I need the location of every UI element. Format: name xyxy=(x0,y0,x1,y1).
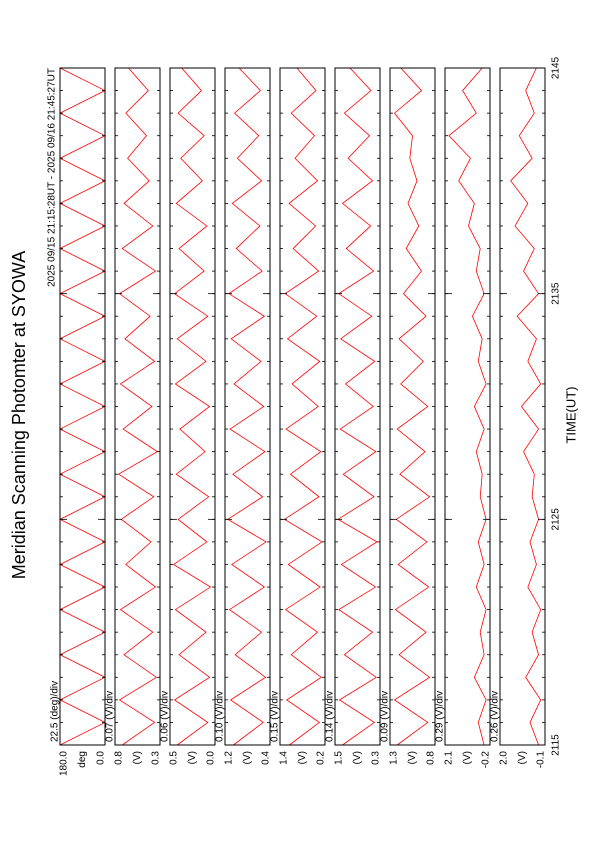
y-tick-label: 2.1 xyxy=(444,751,455,765)
unit-label: (V) xyxy=(462,751,473,764)
rotated-chart: Meridian Scanning Photomter at SYOWA 202… xyxy=(9,56,579,776)
y-tick-label: 0.8 xyxy=(426,751,437,765)
unit-label: (V) xyxy=(517,751,528,764)
y-tick-label: 0.0 xyxy=(206,751,217,765)
unit-label: (V) xyxy=(242,751,253,764)
y-tick-label: 0.3 xyxy=(151,751,162,765)
x-axis-label: TIME(UT) xyxy=(563,386,578,443)
y-tick-label: 2.0 xyxy=(499,751,510,765)
unit-label: (V) xyxy=(297,751,308,764)
scale-label: 0.10 (V)/div xyxy=(215,691,226,742)
data-line xyxy=(117,67,159,746)
y-tick-label: -0.1 xyxy=(536,751,547,769)
unit-label: (V) xyxy=(187,751,198,764)
data-line xyxy=(510,67,542,746)
y-tick-label: 0.2 xyxy=(316,751,327,765)
data-line xyxy=(337,67,378,746)
y-tick-label: 1.3 xyxy=(389,751,400,765)
scale-label: 0.14 (V)/div xyxy=(325,691,336,742)
y-tick-label: 1.4 xyxy=(279,751,290,765)
scale-label: 0.07 (V)/div xyxy=(105,691,116,742)
x-tick-label: 2145 xyxy=(551,56,562,79)
data-line xyxy=(283,67,323,746)
y-tick-label: 0.0 xyxy=(96,751,107,765)
data-line xyxy=(172,67,212,746)
scale-label: 0.09 (V)/div xyxy=(380,691,391,742)
y-tick-label: 180.0 xyxy=(59,751,70,776)
scale-label: 22.5 (deg)/div xyxy=(50,681,61,742)
y-tick-label: -0.2 xyxy=(481,751,492,769)
x-tick-label: 2135 xyxy=(551,282,562,305)
scale-label: 0.06 (V)/div xyxy=(160,691,171,742)
unit-label: deg xyxy=(77,751,88,768)
data-line xyxy=(393,67,431,746)
y-tick-label: 0.8 xyxy=(114,751,125,765)
chart-subtitle: 2025 09/15 21:15:28UT - 2025 09/16 21:45… xyxy=(47,68,58,287)
scale-label: 0.29 (V)/div xyxy=(435,691,446,742)
y-tick-label: 0.3 xyxy=(371,751,382,765)
y-tick-label: 0.5 xyxy=(169,751,180,765)
x-tick-label: 2125 xyxy=(551,508,562,531)
unit-label: (V) xyxy=(132,751,143,764)
unit-label: (V) xyxy=(407,751,418,764)
x-tick-label: 2115 xyxy=(551,734,562,756)
scale-label: 0.26 (V)/div xyxy=(490,691,501,742)
scale-label: 0.15 (V)/div xyxy=(270,691,281,742)
y-tick-label: 1.5 xyxy=(334,751,345,765)
y-tick-label: 1.2 xyxy=(224,751,235,765)
data-line xyxy=(227,67,267,746)
y-tick-label: 0.4 xyxy=(261,751,272,765)
data-line xyxy=(448,67,487,746)
chart-title: Meridian Scanning Photomter at SYOWA xyxy=(9,251,29,579)
unit-label: (V) xyxy=(352,751,363,764)
